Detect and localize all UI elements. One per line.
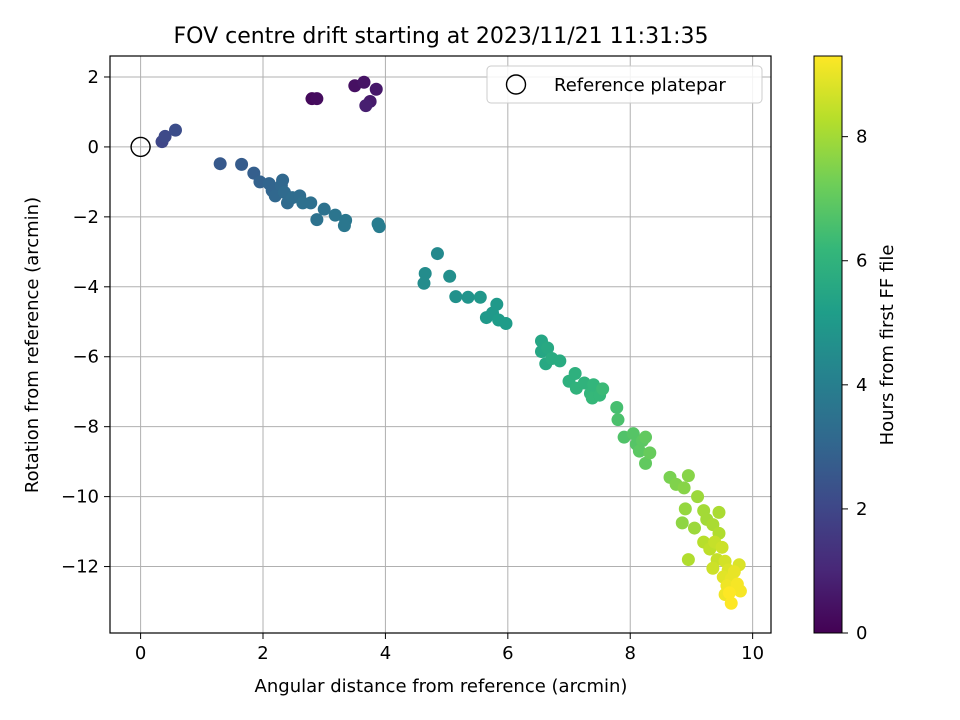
data-point	[596, 382, 610, 396]
reference-marker-layer	[130, 136, 151, 158]
colorbar-tick-label: 6	[856, 251, 867, 272]
data-point	[158, 129, 172, 143]
x-tick-label: 8	[625, 643, 636, 664]
data-point	[449, 290, 463, 304]
data-point	[276, 173, 290, 187]
data-point	[357, 75, 371, 89]
legend: Reference platepar	[486, 65, 763, 104]
x-tick-label: 0	[135, 643, 146, 664]
y-tick-label: 0	[88, 137, 99, 158]
y-axis-ticks: 2 0 −2 −4 −6 −8 −10 −12	[61, 67, 110, 578]
data-point	[461, 290, 475, 304]
data-point	[417, 276, 431, 290]
data-point	[706, 561, 720, 575]
reference-platepar-marker	[130, 136, 151, 158]
data-point	[430, 247, 444, 261]
y-tick-label: −2	[72, 207, 99, 228]
data-point	[310, 213, 324, 227]
y-tick-label: −8	[72, 417, 99, 438]
data-point	[712, 505, 726, 519]
data-point	[304, 196, 318, 210]
x-axis-label: Angular distance from reference (arcmin)	[255, 676, 628, 697]
data-point	[715, 540, 729, 554]
data-point	[687, 521, 701, 535]
data-point	[235, 157, 249, 171]
x-axis-ticks: 0 2 4 6 8 10	[135, 633, 764, 664]
x-tick-label: 10	[741, 643, 764, 664]
data-point	[359, 99, 373, 113]
data-point	[678, 502, 692, 516]
colorbar-label: Hours from first FF file	[877, 245, 898, 446]
x-tick-label: 6	[502, 643, 513, 664]
colorbar-tick-label: 2	[856, 499, 867, 520]
legend-label: Reference platepar	[554, 75, 726, 96]
data-point	[727, 565, 741, 579]
x-tick-label: 4	[380, 643, 391, 664]
data-point	[681, 553, 695, 567]
legend-marker	[505, 74, 527, 95]
data-point	[317, 202, 331, 216]
data-point	[724, 596, 738, 610]
data-point	[473, 290, 487, 304]
data-point	[418, 267, 432, 281]
data-point	[213, 157, 227, 171]
data-point	[691, 490, 705, 504]
y-tick-label: −12	[61, 557, 99, 578]
data-point	[681, 469, 695, 483]
colorbar: 0 2 4 6 8 Hours from first FF file	[813, 55, 898, 644]
plot-frame	[109, 55, 772, 634]
colorbar-tick-label: 0	[856, 623, 867, 644]
data-point	[611, 413, 625, 427]
data-point	[168, 123, 182, 137]
colorbar-ticks: 0 2 4 6 8	[842, 127, 867, 644]
data-point	[677, 481, 691, 495]
plot-grid	[110, 56, 771, 633]
y-axis-label: Rotation from reference (arcmin)	[22, 197, 43, 493]
data-point	[541, 341, 555, 355]
colorbar-tick-label: 8	[856, 127, 867, 148]
data-point	[632, 444, 646, 458]
data-point	[337, 219, 351, 233]
data-point	[310, 92, 324, 106]
colorbar-tick-label: 4	[856, 375, 867, 396]
data-point	[675, 516, 689, 530]
data-point	[639, 456, 653, 470]
y-tick-label: −10	[61, 487, 99, 508]
data-point	[568, 367, 582, 381]
y-tick-label: 2	[88, 67, 99, 88]
legend-box	[486, 65, 763, 104]
data-point	[610, 400, 624, 414]
data-point	[553, 354, 567, 368]
data-point	[722, 586, 736, 600]
data-point	[643, 446, 657, 460]
colorbar-bar	[813, 55, 843, 634]
data-point	[626, 427, 640, 441]
chart-title: FOV centre drift starting at 2023/11/21 …	[174, 24, 709, 49]
data-point	[369, 82, 383, 96]
data-point	[490, 297, 504, 311]
data-point	[443, 269, 457, 283]
data-point	[499, 317, 513, 331]
data-point	[733, 584, 747, 598]
data-point	[328, 208, 342, 222]
data-point	[639, 430, 653, 444]
scatter-points	[155, 75, 747, 610]
x-tick-label: 2	[257, 643, 268, 664]
data-point	[372, 220, 386, 234]
y-tick-label: −4	[72, 277, 99, 298]
y-tick-label: −6	[72, 347, 99, 368]
